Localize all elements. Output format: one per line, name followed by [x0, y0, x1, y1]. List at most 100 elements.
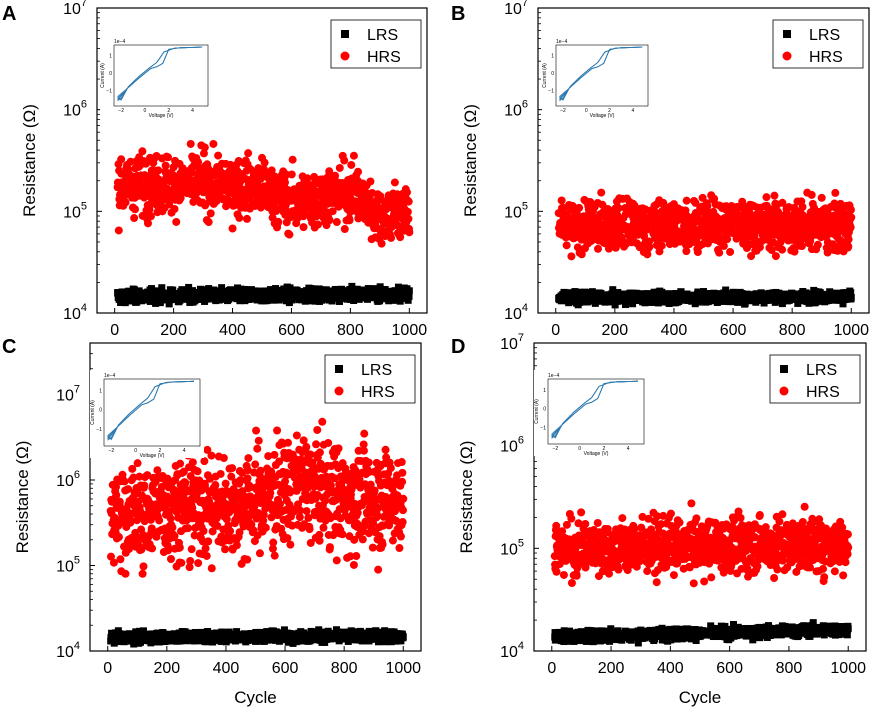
hrs-point [846, 205, 855, 214]
hrs-point [143, 219, 152, 228]
lrs-point [376, 283, 384, 291]
hrs-point [807, 190, 816, 199]
panel-letter: B [451, 3, 465, 25]
hrs-point [402, 188, 411, 197]
hrs-point [313, 220, 322, 229]
hrs-point [164, 153, 173, 162]
x-tick-label: 1000 [392, 322, 428, 339]
y-tick-base: 10 [504, 103, 522, 120]
x-tick-label: 0 [110, 322, 119, 339]
hrs-point [235, 213, 244, 222]
hrs-point [345, 216, 354, 225]
hrs-point [847, 213, 856, 222]
lrs-point [218, 284, 226, 292]
hrs-point [335, 163, 344, 172]
hrs-point [715, 248, 724, 257]
hrs-point [332, 218, 341, 227]
hrs-point [325, 167, 334, 176]
hrs-point [347, 160, 356, 169]
legend-hrs-label: HRS [809, 49, 843, 66]
inset-background [100, 36, 212, 118]
inset-y-tick: 1 [109, 53, 112, 59]
hrs-point [846, 223, 855, 232]
hrs-point [831, 188, 840, 197]
hrs-point [657, 241, 666, 250]
inset-background [542, 36, 652, 118]
y-tick-label: 105 [63, 200, 87, 221]
hrs-point [762, 193, 771, 202]
inset-x-label: Voltage (V) [149, 113, 174, 119]
hrs-point [387, 233, 396, 242]
lrs-point [404, 296, 412, 304]
legend-lrs-marker [341, 30, 349, 38]
hrs-point [340, 156, 349, 165]
lrs-point [405, 287, 413, 295]
hrs-point [844, 235, 853, 244]
hrs-point [557, 196, 566, 205]
hrs-point [771, 252, 780, 261]
panel-letter: C [2, 336, 16, 358]
hrs-point [377, 239, 386, 248]
y-tick-exp: 5 [81, 200, 87, 212]
lrs-point [387, 296, 395, 304]
hrs-point [354, 167, 363, 176]
hrs-point [244, 149, 253, 158]
x-tick-label: 400 [219, 322, 246, 339]
hrs-point [404, 214, 413, 223]
lrs-point [350, 297, 358, 305]
lrs-point [169, 286, 177, 294]
y-tick-base: 10 [63, 1, 81, 18]
inset-y-label: Current (A) [100, 63, 106, 88]
hrs-point [703, 201, 712, 210]
y-tick-exp: 7 [522, 0, 528, 9]
panel-letter: A [2, 3, 16, 25]
data-points [554, 188, 856, 309]
hrs-point [575, 203, 584, 212]
hrs-point [200, 143, 209, 152]
hrs-point [206, 209, 215, 218]
hrs-point [403, 207, 412, 216]
hrs-point [562, 241, 571, 250]
x-tick-label: 200 [160, 322, 187, 339]
inset-x-tick: 0 [144, 108, 147, 114]
hrs-point [798, 202, 807, 211]
y-tick-base: 10 [63, 103, 81, 120]
hrs-point [204, 218, 213, 227]
y-tick-label: 104 [63, 302, 87, 323]
inset-y-tick: −1 [106, 88, 112, 94]
y-tick-base: 10 [504, 306, 522, 323]
hrs-point [117, 155, 126, 164]
hrs-point [214, 151, 223, 160]
x-tick-label: 800 [779, 322, 806, 339]
lrs-point [117, 298, 125, 306]
legend-lrs-marker [783, 30, 791, 38]
hrs-point [567, 252, 576, 261]
inset-y-tick: 0 [109, 71, 112, 77]
lrs-point [165, 300, 173, 308]
hrs-point [138, 147, 147, 156]
hrs-point [770, 191, 779, 200]
hrs-point [726, 247, 735, 256]
hrs-point [813, 240, 822, 249]
lrs-point [348, 282, 356, 290]
inset-x-tick: −2 [560, 108, 566, 114]
hrs-point [844, 242, 853, 251]
y-tick-label: 106 [504, 99, 528, 120]
inset-y-tick: 1 [551, 53, 554, 59]
hrs-point [645, 242, 654, 251]
hrs-point [260, 158, 269, 167]
hrs-point [597, 188, 606, 197]
y-tick-label: 106 [63, 99, 87, 120]
legend-lrs-label: LRS [367, 27, 398, 44]
hrs-point [121, 198, 130, 207]
inset-y-label: Current (A) [542, 63, 548, 88]
inset-scale-label: 1e−4 [556, 39, 567, 45]
x-tick-label: 0 [551, 322, 560, 339]
y-tick-base: 10 [504, 204, 522, 221]
hrs-point [172, 217, 181, 226]
lrs-point [130, 286, 138, 294]
hrs-point [165, 200, 174, 209]
hrs-point [288, 155, 297, 164]
